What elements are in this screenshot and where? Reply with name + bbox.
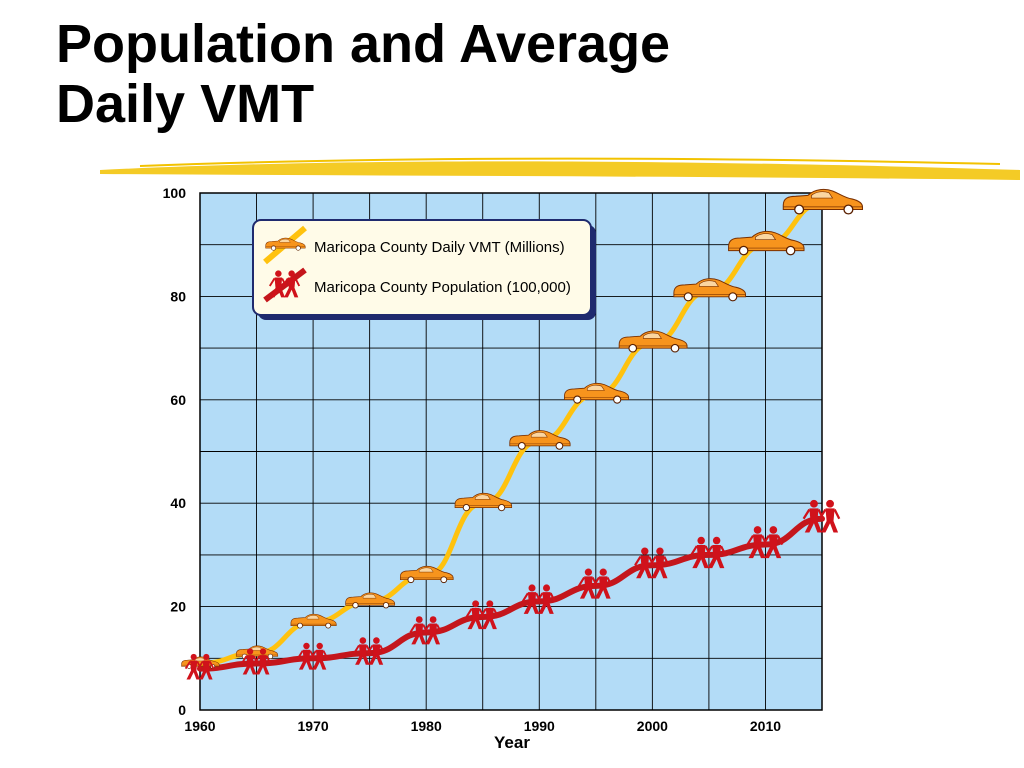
people-icon xyxy=(521,584,556,614)
x-axis-title: Year xyxy=(494,733,530,752)
car-icon xyxy=(673,278,747,302)
legend-people-icon xyxy=(263,267,307,303)
series-markers xyxy=(181,188,864,680)
car-icon xyxy=(618,330,688,353)
people-icon xyxy=(690,536,727,569)
car-icon xyxy=(782,188,864,215)
y-tick-label: 20 xyxy=(170,599,186,615)
car-icon xyxy=(454,492,513,512)
people-icon xyxy=(240,648,272,675)
title-underline-brush xyxy=(100,157,1020,180)
y-tick-label: 60 xyxy=(170,392,186,408)
y-tick-label: 0 xyxy=(178,702,186,718)
people-icon xyxy=(409,616,442,645)
slide-title-line-2: Daily VMT xyxy=(56,74,315,134)
slide-title: Population and Average Daily VMT xyxy=(56,14,670,134)
people-icon xyxy=(634,547,670,579)
people-icon xyxy=(465,600,499,630)
x-tick-label: 1980 xyxy=(411,718,442,734)
people-icon xyxy=(802,499,841,533)
people-icon xyxy=(746,526,784,559)
car-icon xyxy=(728,230,805,256)
x-tick-label: 1960 xyxy=(184,718,215,734)
y-tick-label: 40 xyxy=(170,495,186,511)
x-tick-label: 2010 xyxy=(750,718,781,734)
x-tick-label: 1990 xyxy=(524,718,555,734)
car-icon xyxy=(290,613,337,629)
car-icon xyxy=(345,592,396,609)
legend-label-population: Maricopa County Population (100,000) xyxy=(314,279,571,296)
y-tick-label: 80 xyxy=(170,288,186,304)
legend-car-icon xyxy=(263,225,307,265)
x-tick-label: 2000 xyxy=(637,718,668,734)
car-icon xyxy=(509,430,571,450)
x-tick-label: 1970 xyxy=(298,718,329,734)
legend-label-vmt: Maricopa County Daily VMT (Millions) xyxy=(314,239,565,256)
axis-ticks: 1960 1970 1980 1990 2000 2010 0 20 40 60 80 100 xyxy=(163,185,782,734)
people-icon xyxy=(184,653,215,680)
y-tick-label: 100 xyxy=(163,185,187,201)
people-icon xyxy=(297,642,329,670)
legend-box xyxy=(252,219,592,316)
legend: Maricopa County Daily VMT (Millions) Mar… xyxy=(252,219,596,320)
slide-title-line-1: Population and Average xyxy=(56,14,671,74)
car-icon xyxy=(235,645,279,660)
car-icon xyxy=(564,382,630,404)
people-icon xyxy=(353,637,386,665)
car-icon xyxy=(399,565,454,584)
people-icon xyxy=(577,568,613,599)
